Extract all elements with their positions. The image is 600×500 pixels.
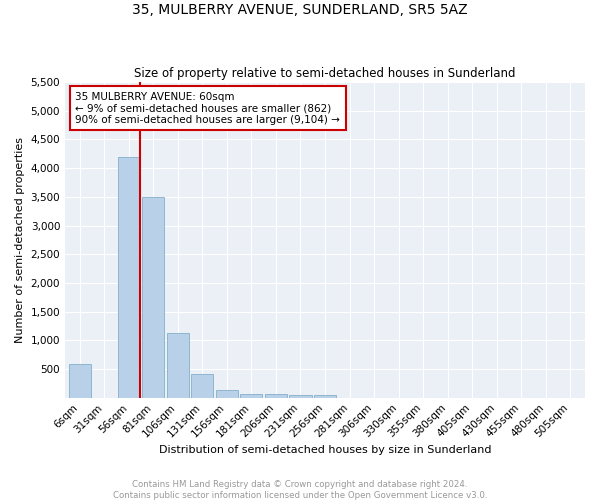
Text: 35 MULBERRY AVENUE: 60sqm
← 9% of semi-detached houses are smaller (862)
90% of : 35 MULBERRY AVENUE: 60sqm ← 9% of semi-d… xyxy=(76,92,340,124)
Bar xyxy=(118,156,140,398)
Bar xyxy=(289,395,311,398)
Text: 35, MULBERRY AVENUE, SUNDERLAND, SR5 5AZ: 35, MULBERRY AVENUE, SUNDERLAND, SR5 5AZ xyxy=(132,2,468,16)
Title: Size of property relative to semi-detached houses in Sunderland: Size of property relative to semi-detach… xyxy=(134,66,516,80)
Bar xyxy=(69,364,91,398)
Bar xyxy=(216,390,238,398)
Bar xyxy=(314,395,336,398)
Bar xyxy=(191,374,214,398)
Bar xyxy=(265,394,287,398)
X-axis label: Distribution of semi-detached houses by size in Sunderland: Distribution of semi-detached houses by … xyxy=(159,445,491,455)
Y-axis label: Number of semi-detached properties: Number of semi-detached properties xyxy=(15,137,25,343)
Bar xyxy=(142,197,164,398)
Bar xyxy=(167,333,189,398)
Text: Contains HM Land Registry data © Crown copyright and database right 2024.
Contai: Contains HM Land Registry data © Crown c… xyxy=(113,480,487,500)
Bar xyxy=(241,394,262,398)
